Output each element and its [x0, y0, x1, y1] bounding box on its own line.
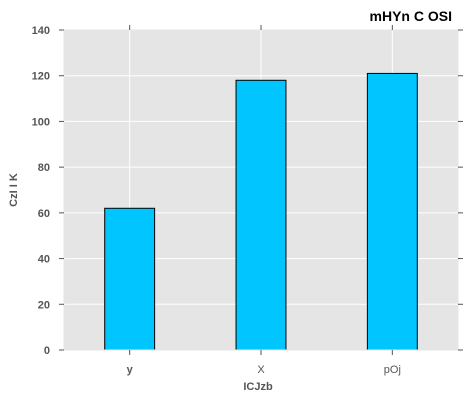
- axis-ticks: [59, 25, 463, 355]
- x-tick-label: y: [127, 364, 134, 376]
- y-tick-label: 100: [32, 116, 50, 128]
- y-tick-label: 60: [38, 208, 50, 220]
- y-axis-label: CzI I K: [8, 173, 20, 207]
- bars: [104, 72, 418, 351]
- y-tick-label: 140: [32, 25, 50, 37]
- bar-1: [235, 79, 287, 351]
- bar-0: [104, 207, 156, 351]
- x-tick-label: pOj: [384, 364, 401, 376]
- y-tick-labels: 0 20 40 60 80 100 120 140: [32, 25, 50, 357]
- x-axis-label: ICJzb: [243, 381, 273, 393]
- y-tick-label: 20: [38, 299, 50, 311]
- y-tick-label: 120: [32, 71, 50, 83]
- bar-2: [366, 72, 418, 351]
- chart-title: mHYn C OSI: [370, 8, 452, 24]
- y-tick-label: 0: [44, 345, 50, 357]
- y-tick-label: 80: [38, 162, 50, 174]
- y-tick-label: 40: [38, 254, 50, 266]
- x-tick-label: X: [257, 364, 265, 376]
